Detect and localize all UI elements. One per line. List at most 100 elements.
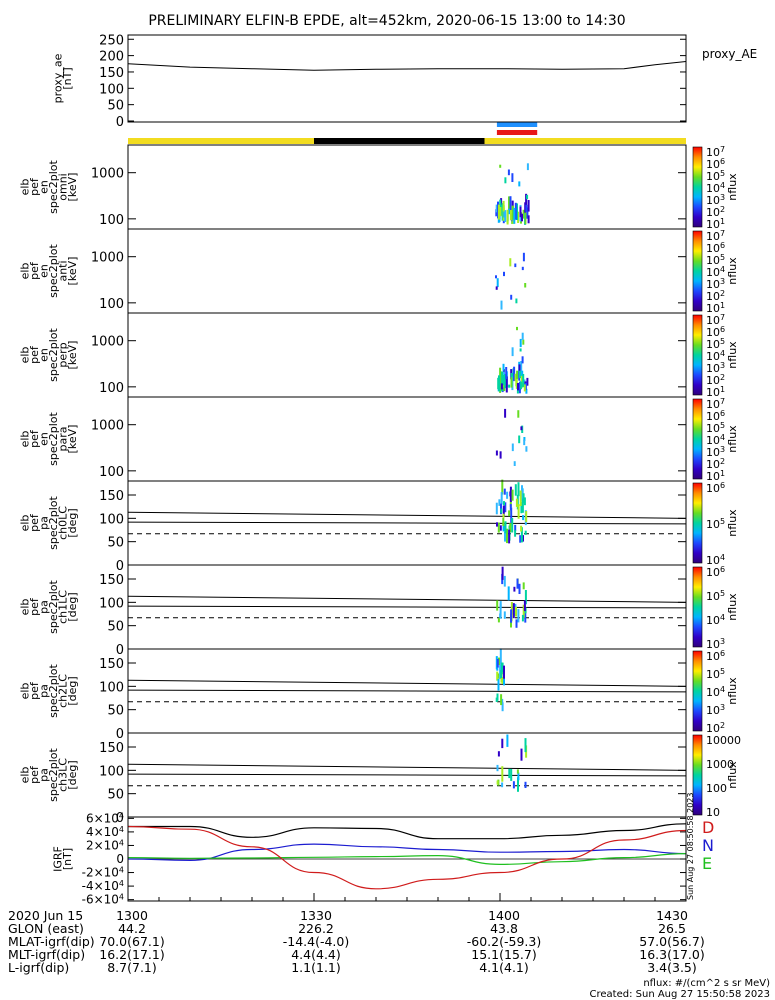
spectrogram-cell xyxy=(519,206,522,218)
y-tick-label: 100 xyxy=(99,82,124,97)
spectrogram-cell xyxy=(498,499,501,506)
spectrogram-cell xyxy=(515,379,518,387)
spectrogram-cell xyxy=(506,528,508,544)
colorbar xyxy=(692,230,703,312)
spectrogram-cell xyxy=(505,367,508,380)
panel-ylabel: [deg] xyxy=(66,676,79,705)
igrf-black-trace xyxy=(128,823,687,840)
spectrogram-cell xyxy=(504,177,507,184)
spectrogram-cell xyxy=(526,207,529,219)
spectrogram-cell xyxy=(500,383,503,390)
spectrogram-cell xyxy=(503,271,505,277)
spectrogram-cell xyxy=(523,600,526,612)
panel-ylabel: pa xyxy=(37,600,50,614)
y-tick-label: 150 xyxy=(99,66,124,81)
spectrogram-cell xyxy=(515,619,518,628)
spectrogram-cell xyxy=(499,451,502,459)
spectrogram-cell xyxy=(503,678,505,686)
spectrogram-cell xyxy=(522,209,525,219)
spectrogram-cell xyxy=(506,491,509,499)
colorbar xyxy=(692,398,703,480)
colorbar-tick-label: 105 xyxy=(706,667,725,682)
spectrogram-cell xyxy=(518,364,521,371)
spectrogram-cell xyxy=(495,697,498,702)
spectrogram-cell xyxy=(502,200,505,212)
spectrogram-cell xyxy=(511,443,514,452)
colorbar-tick-label: 105 xyxy=(706,517,725,532)
spectrogram-cell xyxy=(520,426,523,431)
spectrogram-cell xyxy=(510,377,513,388)
colorbar-tick-label: 104 xyxy=(706,685,725,700)
footer-value-mlat: -14.4(-4.0) xyxy=(283,934,350,949)
spectrogram-cell xyxy=(501,698,504,704)
colorbar-tick-label: 103 xyxy=(706,703,725,718)
y-tick-label: 100 xyxy=(99,465,124,480)
footer-value-glon: 226.2 xyxy=(298,921,334,936)
spectrogram-cell xyxy=(527,200,530,212)
science-bar-segment xyxy=(484,138,686,144)
spectrogram-cell xyxy=(517,383,519,391)
spectrogram-cell xyxy=(508,510,511,517)
footer-row-label: L-igrf(dip) xyxy=(8,960,69,975)
spectrogram-cell xyxy=(525,446,528,452)
spectrogram-cell xyxy=(516,578,519,589)
y-tick-label: 0 xyxy=(116,115,124,130)
colorbar-title: nflux xyxy=(726,509,739,537)
spectrogram-cell xyxy=(510,768,513,781)
spectrogram-cell xyxy=(518,435,521,444)
spectrogram-cell xyxy=(517,772,520,781)
spectrogram-cell xyxy=(510,294,513,300)
panel-ylabel: spec2plot xyxy=(47,748,60,802)
footer-value-glon: 26.5 xyxy=(658,921,686,936)
spectrogram-cell xyxy=(500,300,503,310)
spectrogram-cell xyxy=(521,332,524,340)
spectrogram-cell xyxy=(521,499,524,513)
footer-value-l: 4.1(4.1) xyxy=(479,960,529,975)
spectrogram-cell xyxy=(508,196,510,214)
panel-ylabel: elb xyxy=(18,347,31,364)
y-tick-label: 0 xyxy=(116,727,124,742)
panel-ylabel: ch2LC xyxy=(56,674,69,708)
spectrogram-cell xyxy=(503,575,506,587)
panel-ylabel: en xyxy=(37,348,50,362)
colorbar-title: nflux xyxy=(726,425,739,453)
igrf-legend-E: E xyxy=(702,854,712,873)
y-tick-label: 200 xyxy=(99,50,124,65)
y-tick-label: 150 xyxy=(99,489,124,504)
spectrogram-cell xyxy=(496,764,499,772)
panel-ylabel: pef xyxy=(28,597,41,616)
spectrogram-cell xyxy=(495,209,498,217)
spectrogram-cell xyxy=(525,388,528,394)
spectrogram-cell xyxy=(499,648,502,665)
panel-ylabel: spec2plot xyxy=(47,328,60,382)
y-tick-label: 100 xyxy=(99,381,124,396)
spectrogram-cell xyxy=(523,384,526,392)
loss-cone-line xyxy=(127,679,687,687)
spectrogram-cell xyxy=(502,363,505,371)
footer-value-mlt: 4.4(4.4) xyxy=(291,947,341,962)
spectrogram-cell xyxy=(525,511,528,523)
panel-ylabel: [deg] xyxy=(66,508,79,537)
colorbar-tick-label: 10000 xyxy=(706,734,741,747)
spectrogram-cell xyxy=(497,522,500,533)
panel-frame xyxy=(127,396,687,482)
footer-value-mlt: 16.3(17.0) xyxy=(639,947,704,962)
colorbar-title: nflux xyxy=(726,593,739,621)
spectrogram-cell xyxy=(515,298,518,304)
panel-ylabel: elb xyxy=(18,599,31,616)
panel-ylabel: spec2plot xyxy=(47,160,60,214)
spectrogram-cell xyxy=(501,677,504,684)
spectrogram-cell xyxy=(516,203,518,220)
y-tick-label: 150 xyxy=(99,573,124,588)
spectrogram-cell xyxy=(495,204,498,213)
panel-ylabel: perp xyxy=(56,342,69,367)
spectrogram-cell xyxy=(504,521,507,534)
panel-frame xyxy=(127,312,687,398)
footer-value-t: 1400 xyxy=(488,908,520,923)
spectrogram-cell xyxy=(503,665,505,679)
spectrogram-cell xyxy=(502,377,504,386)
spectrogram-cell xyxy=(521,356,524,364)
